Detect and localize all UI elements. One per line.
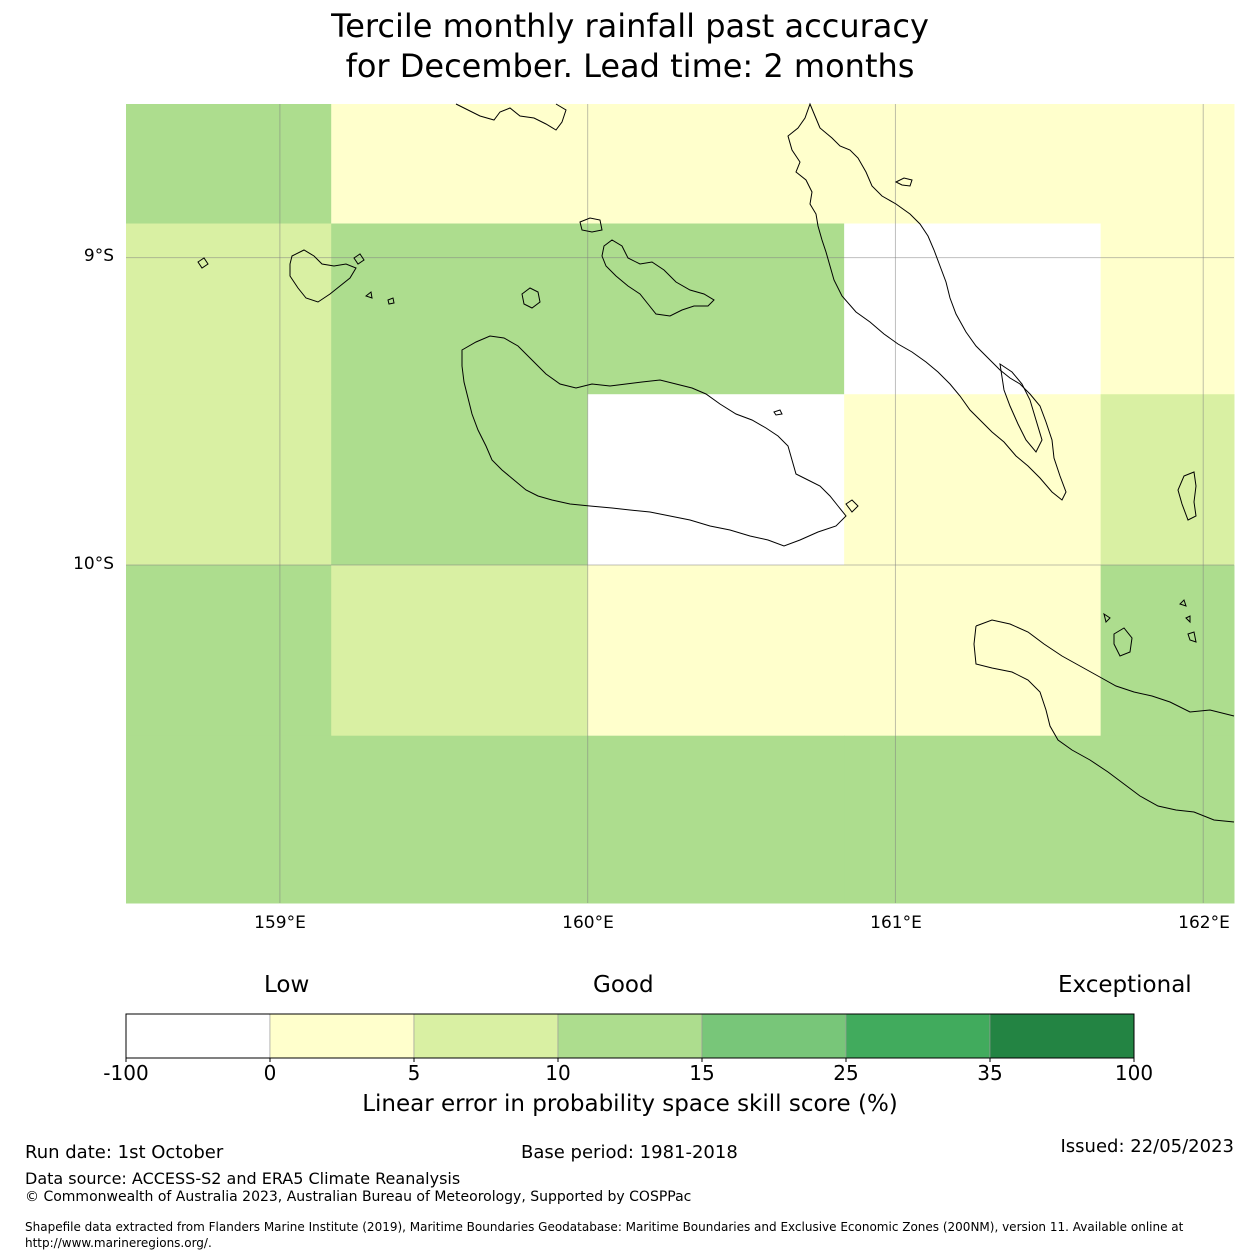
grid-cell <box>126 223 332 395</box>
colorbar-swatch <box>845 1013 991 1059</box>
coastline-islet-3 <box>197 257 209 269</box>
coastline-islet-2 <box>353 253 365 265</box>
colorbar-swatch <box>413 1013 559 1059</box>
colorbar-swatch <box>125 1013 271 1059</box>
grid-cell <box>587 735 845 904</box>
colorbar-tick: 0 <box>263 1061 277 1085</box>
grid-cell <box>126 735 332 904</box>
lon-tick-161e: 161°E <box>870 913 922 933</box>
coastline-nggela-north <box>579 217 603 233</box>
coastline-islet-6 <box>773 409 783 416</box>
coastline-guadalcanal <box>461 335 847 547</box>
coastline-small-malaita <box>999 362 1043 453</box>
grid-cell <box>331 394 589 566</box>
colorbar-tick: 10 <box>545 1061 571 1085</box>
coastline-nggela <box>601 239 715 317</box>
grid-cell <box>587 104 845 225</box>
coastline-islet-9 <box>1103 612 1111 623</box>
shapefile-credit-1: Shapefile data extracted from Flanders M… <box>25 1220 1184 1234</box>
grid-cell <box>1100 104 1235 225</box>
grid-cell <box>587 223 845 395</box>
coastline-islet-7 <box>845 499 859 513</box>
title-line-1: Tercile monthly rainfall past accuracy <box>331 7 929 45</box>
grid-cell <box>844 394 1102 566</box>
grid-cell <box>331 735 589 904</box>
title-line-2: for December. Lead time: 2 months <box>345 47 915 85</box>
grid-cell <box>331 564 589 737</box>
colorbar-swatch <box>701 1013 847 1059</box>
coastline-islet-1 <box>894 177 913 187</box>
grid-cell <box>1100 564 1235 737</box>
category-low: Low <box>264 972 310 998</box>
colorbar-swatch <box>269 1013 415 1059</box>
coastline-islet-10 <box>1179 599 1187 607</box>
coastline-islet-4 <box>387 297 395 305</box>
colorbar <box>125 1013 1135 1062</box>
grid-cell <box>126 394 332 566</box>
coastline-ulawa <box>1177 471 1197 521</box>
issued-date: Issued: 22/05/2023 <box>1060 1136 1234 1157</box>
grid-cell <box>844 564 1102 737</box>
coastline-savo <box>521 287 541 309</box>
coastline-islet-12 <box>1187 631 1197 643</box>
grid-cell <box>844 735 1102 904</box>
colorbar-label: Linear error in probability space skill … <box>362 1091 898 1117</box>
colorbar-frame <box>125 1013 1135 1059</box>
category-exceptional: Exceptional <box>1058 972 1192 998</box>
category-good: Good <box>593 972 654 998</box>
colorbar-tick: -100 <box>103 1061 149 1085</box>
coastline-malaita <box>787 102 1067 501</box>
lon-tick-159e: 159°E <box>254 913 306 933</box>
colorbar-swatch <box>989 1013 1135 1059</box>
colorbar-tick: 25 <box>833 1061 859 1085</box>
coastlines <box>197 102 1235 823</box>
coastline-islet-5 <box>364 291 373 299</box>
coastline-islet-11 <box>1185 615 1191 624</box>
grid-cell <box>844 104 1102 225</box>
lon-tick-162e: 162°E <box>1178 913 1230 933</box>
grid-cell <box>587 564 845 737</box>
grid-cell <box>587 394 845 566</box>
grid-cell <box>844 223 1102 395</box>
skill-grid <box>126 104 1235 904</box>
lon-tick-160e: 160°E <box>562 913 614 933</box>
run-date: Run date: 1st October <box>25 1142 224 1163</box>
colorbar-tick: 100 <box>1114 1061 1154 1085</box>
base-period: Base period: 1981-2018 <box>521 1142 738 1163</box>
grid-cell <box>331 223 589 395</box>
lat-tick-9s: 9°S <box>83 246 114 266</box>
grid-cell <box>331 104 589 225</box>
grid-cell <box>1100 394 1235 566</box>
coastline-islet-8 <box>1113 627 1133 657</box>
coastline-makira-south <box>973 625 1235 823</box>
coastline-russell <box>289 249 357 303</box>
grid-cell <box>1100 223 1235 395</box>
chart-title: Tercile monthly rainfall past accuracy f… <box>0 6 1260 86</box>
colorbar-tick: 15 <box>689 1061 715 1085</box>
shapefile-credit-2: http://www.marineregions.org/. <box>25 1236 212 1250</box>
colorbar-tick: 5 <box>407 1061 421 1085</box>
colorbar-tick: 35 <box>977 1061 1003 1085</box>
data-source: Data source: ACCESS-S2 and ERA5 Climate … <box>25 1169 461 1188</box>
grid-cell <box>126 564 332 737</box>
coastline-north-top <box>455 103 567 131</box>
grid-cell <box>126 104 332 225</box>
colorbar-swatch <box>557 1013 703 1059</box>
coastline-makira <box>975 619 1235 717</box>
graticule <box>126 104 1234 903</box>
lat-tick-10s: 10°S <box>73 554 114 574</box>
copyright: © Commonwealth of Australia 2023, Austra… <box>25 1189 692 1205</box>
